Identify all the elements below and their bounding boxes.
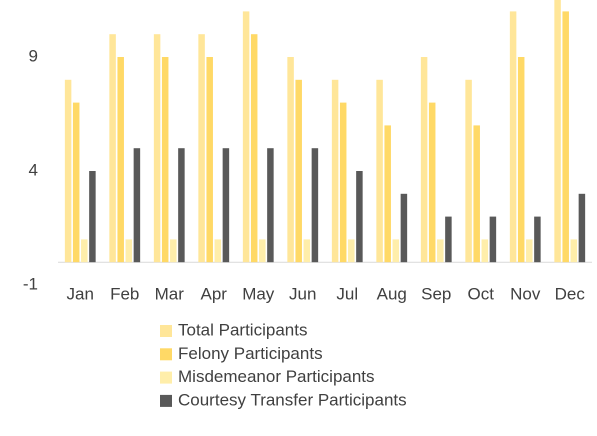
bar [509, 11, 517, 263]
bar [465, 79, 472, 263]
bar [214, 239, 222, 263]
bar [109, 34, 116, 263]
legend-label: Total Participants [178, 320, 307, 339]
x-tick-label: Dec [555, 284, 586, 303]
bar [178, 148, 185, 263]
legend-label: Felony Participants [178, 344, 323, 363]
bar [339, 102, 347, 263]
bar [161, 57, 169, 263]
bar [348, 239, 355, 263]
y-tick-label: 4 [29, 160, 38, 179]
x-tick-label: Oct [468, 284, 495, 303]
legend-swatch [160, 394, 172, 407]
bar [578, 193, 586, 263]
bar [250, 34, 258, 263]
bar [303, 239, 311, 263]
legend-swatch [160, 371, 172, 384]
bar [384, 125, 391, 263]
x-tick-label: Mar [155, 284, 185, 303]
bar [376, 79, 383, 263]
legend-label: Courtesy Transfer Participants [178, 390, 407, 409]
y-tick-label: 9 [29, 46, 38, 65]
bar [259, 239, 266, 263]
x-tick-label: Jul [336, 284, 358, 303]
bar [133, 148, 141, 263]
bar [125, 239, 133, 263]
bar [400, 193, 408, 263]
bar [198, 34, 205, 263]
bar [570, 239, 578, 263]
bar [64, 79, 72, 263]
bar [117, 57, 124, 263]
x-tick-label: Jun [289, 284, 316, 303]
bar [473, 125, 480, 263]
bar [89, 171, 96, 263]
bar [445, 216, 452, 263]
x-tick-label: Feb [110, 284, 139, 303]
bar [489, 216, 497, 263]
x-tick-label: Sep [421, 284, 451, 303]
bar [526, 239, 533, 263]
bar [562, 11, 569, 263]
bar [72, 102, 80, 263]
bar [554, 0, 561, 263]
x-tick-label: Jan [67, 284, 94, 303]
legend-swatch [160, 325, 172, 337]
legend-swatch [160, 348, 172, 361]
y-tick-label: -1 [23, 274, 38, 293]
legend-label: Misdemeanor Participants [178, 367, 375, 386]
x-tick-label: Nov [510, 284, 541, 303]
bar [517, 57, 525, 263]
bar [153, 34, 161, 263]
x-tick-label: Aug [377, 284, 407, 303]
bar [222, 148, 230, 263]
bar [81, 239, 88, 263]
x-tick-label: Apr [201, 284, 228, 303]
bar [331, 79, 339, 263]
x-tick-label: May [242, 284, 275, 303]
bar [392, 239, 400, 263]
bar [295, 79, 302, 263]
bar [437, 239, 444, 263]
bar [267, 148, 274, 263]
bar [356, 171, 363, 263]
bar [428, 102, 436, 263]
bar [311, 148, 319, 263]
bar [206, 57, 213, 263]
bar [420, 57, 428, 263]
bar [242, 11, 250, 263]
bar [170, 239, 177, 263]
bar [534, 216, 541, 263]
bar [481, 239, 489, 263]
bar [287, 57, 294, 263]
